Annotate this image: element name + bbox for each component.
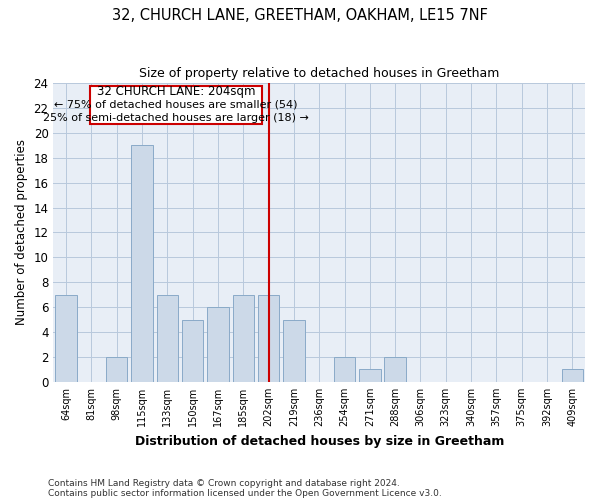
Bar	[131, 146, 153, 382]
Text: 32, CHURCH LANE, GREETHAM, OAKHAM, LE15 7NF: 32, CHURCH LANE, GREETHAM, OAKHAM, LE15 …	[112, 8, 488, 22]
Bar	[283, 320, 305, 382]
Text: ← 75% of detached houses are smaller (54): ← 75% of detached houses are smaller (54…	[55, 99, 298, 109]
Bar	[233, 295, 254, 382]
Bar	[157, 295, 178, 382]
FancyBboxPatch shape	[90, 86, 262, 124]
Text: Contains HM Land Registry data © Crown copyright and database right 2024.: Contains HM Land Registry data © Crown c…	[48, 478, 400, 488]
Text: Contains public sector information licensed under the Open Government Licence v3: Contains public sector information licen…	[48, 488, 442, 498]
Y-axis label: Number of detached properties: Number of detached properties	[15, 140, 28, 326]
Bar	[385, 357, 406, 382]
Text: 32 CHURCH LANE: 204sqm: 32 CHURCH LANE: 204sqm	[97, 84, 256, 98]
Bar	[207, 307, 229, 382]
Bar	[182, 320, 203, 382]
X-axis label: Distribution of detached houses by size in Greetham: Distribution of detached houses by size …	[134, 434, 504, 448]
Title: Size of property relative to detached houses in Greetham: Size of property relative to detached ho…	[139, 68, 499, 80]
Bar	[562, 370, 583, 382]
Text: 25% of semi-detached houses are larger (18) →: 25% of semi-detached houses are larger (…	[43, 113, 309, 123]
Bar	[258, 295, 280, 382]
Bar	[334, 357, 355, 382]
Bar	[55, 295, 77, 382]
Bar	[359, 370, 380, 382]
Bar	[106, 357, 127, 382]
